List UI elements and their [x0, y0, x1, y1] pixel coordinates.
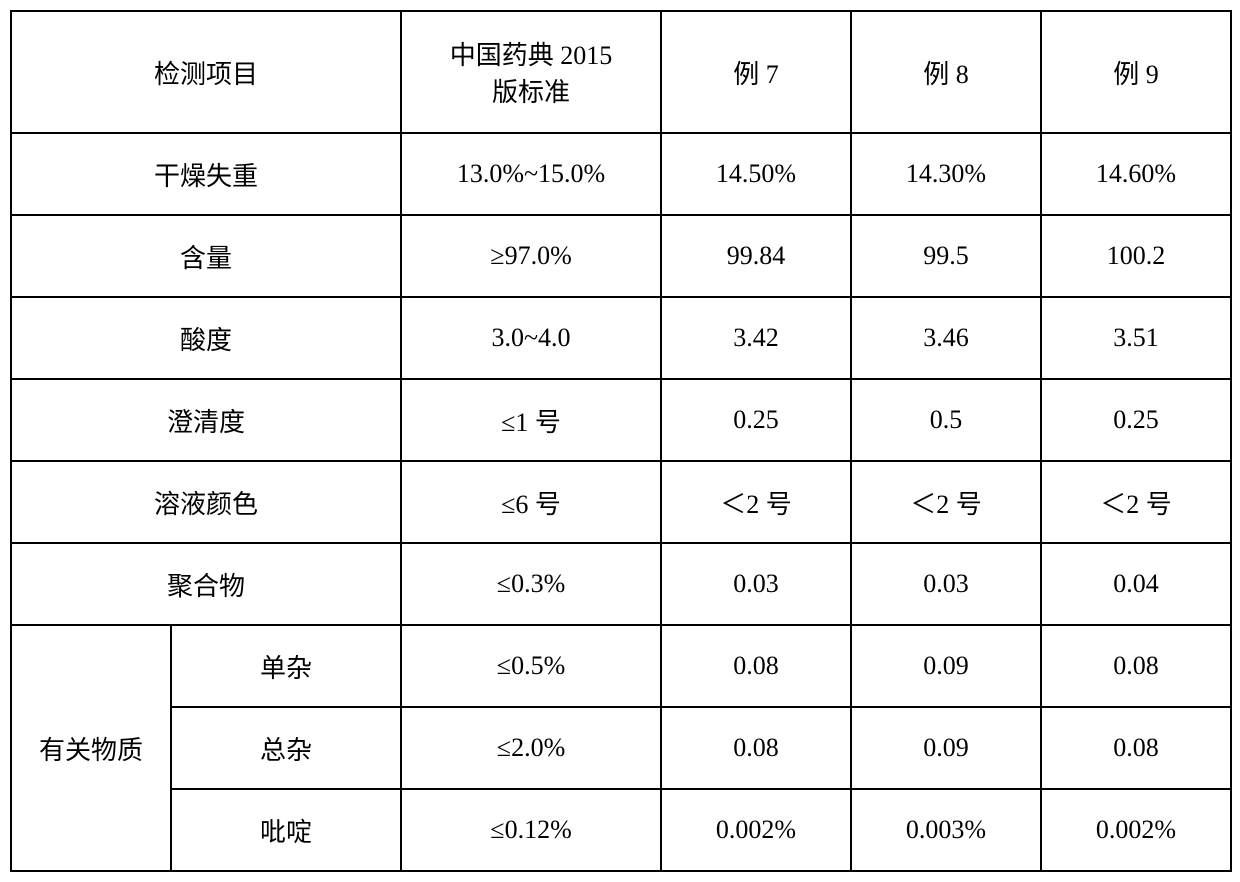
table-row: 澄清度 ≤1 号 0.25 0.5 0.25 [11, 379, 1231, 461]
table-header-row: 检测项目 中国药典 2015 版标准 例 7 例 8 例 9 [11, 11, 1231, 133]
header-ex9: 例 9 [1041, 11, 1231, 133]
cell-standard: ≤0.5% [401, 625, 661, 707]
cell-ex7: 0.25 [661, 379, 851, 461]
cell-ex9: 0.25 [1041, 379, 1231, 461]
table-row: 干燥失重 13.0%~15.0% 14.50% 14.30% 14.60% [11, 133, 1231, 215]
header-standard-line1: 中国药典 2015 [402, 35, 660, 72]
cell-standard: ≤0.12% [401, 789, 661, 871]
cell-ex9: 14.60% [1041, 133, 1231, 215]
cell-ex9: 0.08 [1041, 625, 1231, 707]
header-ex8: 例 8 [851, 11, 1041, 133]
row-label: 澄清度 [11, 379, 401, 461]
table-row: 酸度 3.0~4.0 3.42 3.46 3.51 [11, 297, 1231, 379]
cell-ex8: 0.5 [851, 379, 1041, 461]
cell-standard: ≤1 号 [401, 379, 661, 461]
subrow-label: 单杂 [171, 625, 401, 707]
table-row: 含量 ≥97.0% 99.84 99.5 100.2 [11, 215, 1231, 297]
cell-ex8: 14.30% [851, 133, 1041, 215]
table-row: 有关物质 单杂 ≤0.5% 0.08 0.09 0.08 [11, 625, 1231, 707]
cell-ex8: ＜2 号 [851, 461, 1041, 543]
cell-standard: 3.0~4.0 [401, 297, 661, 379]
cell-ex7: 0.03 [661, 543, 851, 625]
table-row: 总杂 ≤2.0% 0.08 0.09 0.08 [11, 707, 1231, 789]
cell-ex8: 3.46 [851, 297, 1041, 379]
cell-standard: ≤6 号 [401, 461, 661, 543]
cell-ex7: 99.84 [661, 215, 851, 297]
cell-standard: ≤0.3% [401, 543, 661, 625]
cell-ex8: 0.03 [851, 543, 1041, 625]
subrow-label: 吡啶 [171, 789, 401, 871]
cell-ex8: 0.09 [851, 625, 1041, 707]
header-standard-line2: 版标准 [402, 72, 660, 109]
header-item-label: 检测项目 [11, 11, 401, 133]
row-label: 溶液颜色 [11, 461, 401, 543]
cell-ex9: 0.002% [1041, 789, 1231, 871]
cell-ex7: 0.002% [661, 789, 851, 871]
row-label: 干燥失重 [11, 133, 401, 215]
cell-standard: ≤2.0% [401, 707, 661, 789]
data-table: 检测项目 中国药典 2015 版标准 例 7 例 8 例 9 干燥失重 13.0… [10, 10, 1232, 872]
header-ex7: 例 7 [661, 11, 851, 133]
cell-standard: 13.0%~15.0% [401, 133, 661, 215]
cell-ex7: ＜2 号 [661, 461, 851, 543]
subrow-label: 总杂 [171, 707, 401, 789]
cell-ex8: 0.003% [851, 789, 1041, 871]
group-label: 有关物质 [11, 625, 171, 871]
cell-ex7: 0.08 [661, 625, 851, 707]
table-row: 吡啶 ≤0.12% 0.002% 0.003% 0.002% [11, 789, 1231, 871]
row-label: 含量 [11, 215, 401, 297]
cell-ex7: 14.50% [661, 133, 851, 215]
cell-ex7: 3.42 [661, 297, 851, 379]
cell-ex9: 0.08 [1041, 707, 1231, 789]
header-standard: 中国药典 2015 版标准 [401, 11, 661, 133]
cell-ex9: 0.04 [1041, 543, 1231, 625]
cell-ex8: 0.09 [851, 707, 1041, 789]
row-label: 聚合物 [11, 543, 401, 625]
cell-ex9: 100.2 [1041, 215, 1231, 297]
cell-ex9: ＜2 号 [1041, 461, 1231, 543]
row-label: 酸度 [11, 297, 401, 379]
table-row: 溶液颜色 ≤6 号 ＜2 号 ＜2 号 ＜2 号 [11, 461, 1231, 543]
cell-ex7: 0.08 [661, 707, 851, 789]
table-row: 聚合物 ≤0.3% 0.03 0.03 0.04 [11, 543, 1231, 625]
cell-ex8: 99.5 [851, 215, 1041, 297]
cell-standard: ≥97.0% [401, 215, 661, 297]
cell-ex9: 3.51 [1041, 297, 1231, 379]
